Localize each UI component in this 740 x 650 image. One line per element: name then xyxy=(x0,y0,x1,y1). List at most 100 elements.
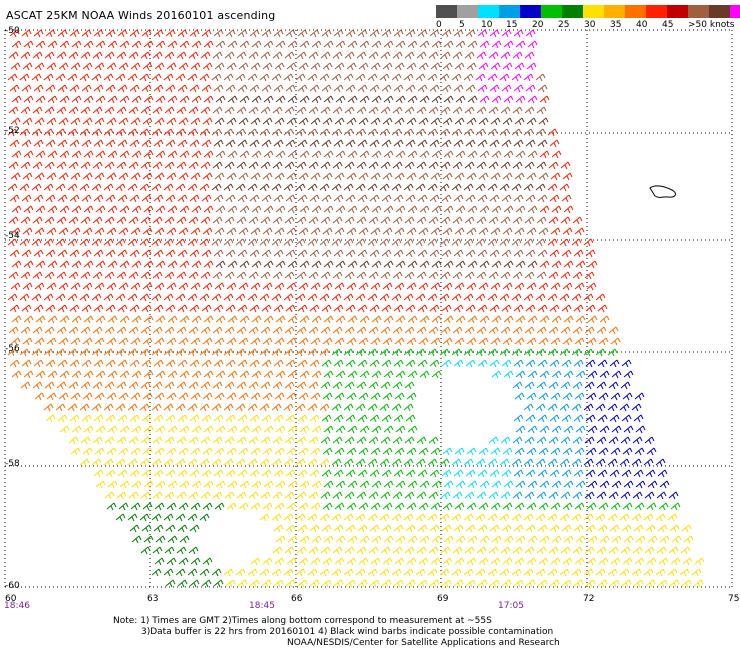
wind-barb xyxy=(466,502,477,511)
wind-barb xyxy=(393,139,404,148)
wind-barb xyxy=(515,315,526,324)
wind-barb xyxy=(452,491,463,500)
wind-barb xyxy=(587,480,598,489)
wind-barb xyxy=(34,337,45,346)
wind-barb xyxy=(427,348,438,357)
wind-barb xyxy=(395,40,406,49)
wind-barb xyxy=(442,502,453,511)
wind-barb xyxy=(237,29,248,38)
wind-barb xyxy=(405,524,416,533)
wind-barb xyxy=(536,106,547,115)
wind-barb xyxy=(33,84,44,93)
wind-speed-legend: 0 5 10 15 20 25 30 35 40 45 >50 knots xyxy=(436,5,740,33)
wind-barb xyxy=(35,95,46,104)
wind-barb xyxy=(142,447,153,456)
wind-barb xyxy=(490,62,501,71)
wind-barb xyxy=(464,271,475,280)
wind-barb xyxy=(45,249,56,258)
wind-barb xyxy=(500,216,511,225)
wind-barb xyxy=(551,315,562,324)
wind-barb xyxy=(523,128,534,137)
wind-barb xyxy=(487,458,498,467)
wind-barb xyxy=(199,293,210,302)
wind-barb xyxy=(501,524,512,533)
wind-barb xyxy=(106,392,117,401)
wind-barb xyxy=(213,579,224,588)
wind-barb xyxy=(560,271,571,280)
wind-barb xyxy=(83,425,94,434)
wind-barb xyxy=(417,304,428,313)
wind-barb xyxy=(371,150,382,159)
wind-barb xyxy=(596,381,607,390)
wind-barb xyxy=(202,557,213,566)
wind-barb xyxy=(319,73,330,82)
wind-barb xyxy=(595,293,606,302)
wind-barb xyxy=(250,557,261,566)
wind-barb xyxy=(262,447,273,456)
wind-barb xyxy=(419,480,430,489)
wind-barb xyxy=(369,359,380,368)
wind-barb xyxy=(141,359,152,368)
wind-barb xyxy=(191,205,202,214)
wind-barb xyxy=(407,205,418,214)
wind-barb xyxy=(403,403,414,412)
wind-barb xyxy=(165,359,176,368)
wind-barb xyxy=(466,337,477,346)
wind-barb xyxy=(334,172,345,181)
wind-barb xyxy=(203,370,214,379)
wind-barb xyxy=(323,315,334,324)
wind-barb xyxy=(416,161,427,170)
wind-barb xyxy=(55,403,66,412)
wind-barb xyxy=(79,458,90,467)
wind-barb xyxy=(658,557,669,566)
wind-barb xyxy=(179,480,190,489)
wind-barb xyxy=(416,271,427,280)
wind-barb xyxy=(215,315,226,324)
wind-barb xyxy=(176,326,187,335)
wind-barb xyxy=(515,370,526,379)
wind-barb xyxy=(247,128,258,137)
wind-barb xyxy=(332,106,343,115)
wind-barb xyxy=(139,348,150,357)
wind-barb xyxy=(514,227,525,236)
wind-barb xyxy=(560,326,571,335)
wind-barb xyxy=(334,502,345,511)
wind-barb xyxy=(248,326,259,335)
wind-barb xyxy=(453,524,464,533)
wind-barb xyxy=(406,282,417,291)
wind-barb xyxy=(369,194,380,203)
wind-barb xyxy=(319,568,330,577)
wind-barb xyxy=(524,51,535,60)
wind-barb xyxy=(548,216,559,225)
wind-barb xyxy=(236,381,247,390)
wind-barb xyxy=(657,469,668,478)
wind-barb xyxy=(478,282,489,291)
wind-barb xyxy=(597,359,608,368)
wind-barb xyxy=(633,579,644,588)
wind-barb xyxy=(535,73,546,82)
wind-barb xyxy=(212,271,223,280)
wind-barb xyxy=(371,370,382,379)
wind-barb xyxy=(225,139,236,148)
wind-barb xyxy=(187,128,198,137)
wind-barb xyxy=(583,348,594,357)
wind-barb xyxy=(319,403,330,412)
wind-barb xyxy=(21,194,32,203)
wind-barb xyxy=(191,370,202,379)
wind-barb xyxy=(191,40,202,49)
wind-barb xyxy=(475,458,486,467)
wind-barb xyxy=(286,282,297,291)
wind-barb xyxy=(549,304,560,313)
wind-barb xyxy=(513,579,524,588)
wind-barb xyxy=(428,161,439,170)
wind-barb xyxy=(584,381,595,390)
wind-barb xyxy=(345,414,356,423)
wind-barb xyxy=(91,403,102,412)
wind-barb xyxy=(308,51,319,60)
wind-barb xyxy=(596,326,607,335)
wind-barb xyxy=(501,359,512,368)
wind-barb xyxy=(215,150,226,159)
wind-barb xyxy=(154,502,165,511)
wind-barb xyxy=(523,513,534,522)
wind-barb xyxy=(634,502,645,511)
